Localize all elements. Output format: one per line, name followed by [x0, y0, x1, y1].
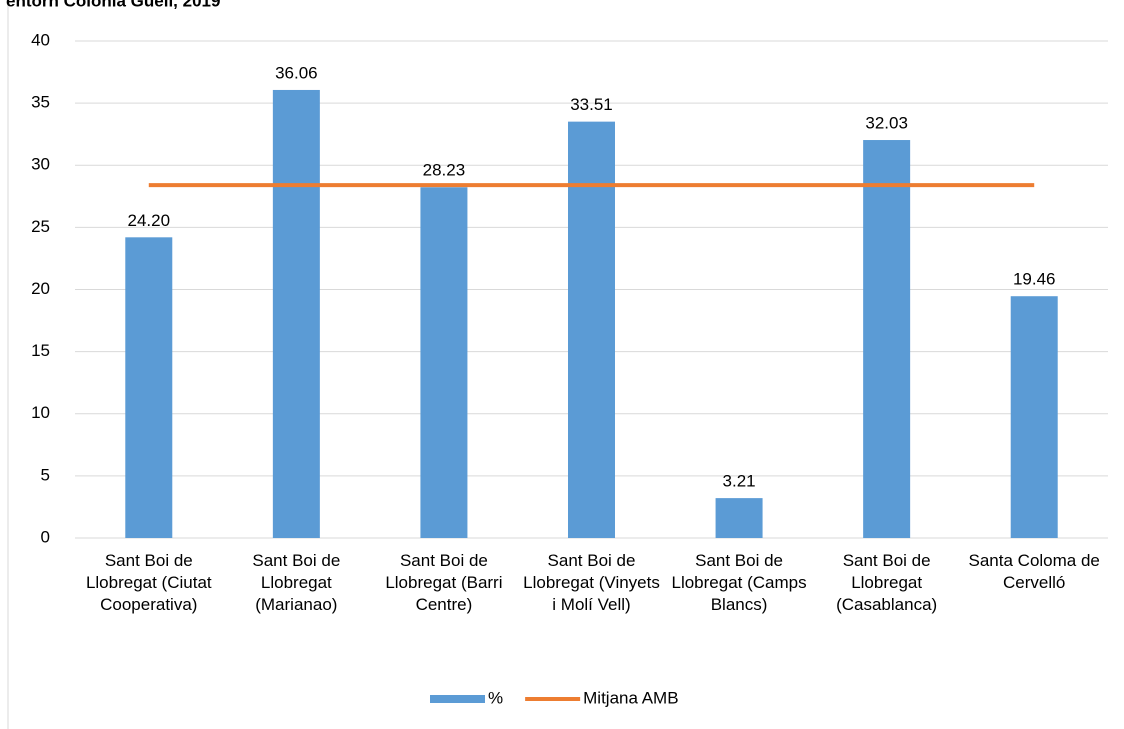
x-tick-label: Santa Coloma de Cervelló	[968, 551, 1100, 592]
y-tick-label: 5	[41, 465, 50, 484]
x-tick-label: Sant Boi de Llobregat (Ciutat Cooperativ…	[85, 551, 212, 614]
y-tick-label: 0	[41, 527, 50, 546]
legend-swatch	[430, 695, 485, 703]
bar	[272, 89, 320, 538]
y-tick-label: 10	[31, 403, 50, 422]
bar	[125, 237, 173, 538]
y-tick-label: 35	[31, 93, 50, 112]
bar	[863, 140, 911, 538]
y-tick-label: 30	[31, 155, 50, 174]
data-label: 3.21	[723, 472, 756, 491]
data-label: 24.20	[128, 211, 171, 230]
y-tick-label: 20	[31, 279, 50, 298]
bar	[715, 498, 763, 538]
data-label: 28.23	[423, 161, 466, 180]
data-label: 36.06	[275, 63, 318, 82]
x-tick-label: Sant Boi de Llobregat (Vinyets i Molí Ve…	[523, 551, 660, 614]
data-label: 32.03	[865, 114, 908, 133]
bar	[1010, 296, 1058, 538]
legend-label: %	[488, 688, 503, 707]
chart-title: entorn Colonia Güell, 2019	[6, 0, 220, 10]
data-label: 19.46	[1013, 270, 1056, 289]
y-tick-label: 15	[31, 341, 50, 360]
data-label: 33.51	[570, 95, 613, 114]
y-tick-label: 25	[31, 217, 50, 236]
x-tick-label: Sant Boi de Llobregat (Barri Centre)	[385, 551, 503, 614]
x-tick-label: Sant Boi de Llobregat (Casablanca)	[836, 551, 938, 614]
x-tick-label: Sant Boi de Llobregat (Marianao)	[252, 551, 341, 614]
bar	[568, 121, 615, 539]
x-tick-label: Sant Boi de Llobregat (Camps Blancs)	[671, 551, 807, 614]
legend-label: Mitjana AMB	[583, 688, 678, 707]
y-tick-label: 40	[31, 30, 50, 49]
bar	[420, 187, 468, 538]
chart-border	[7, 0, 9, 729]
